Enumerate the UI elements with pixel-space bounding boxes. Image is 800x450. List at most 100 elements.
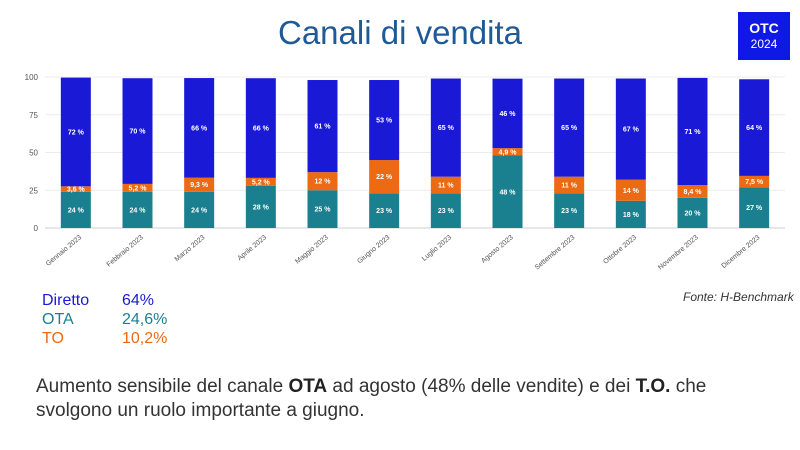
summary-row-diretto: Diretto 64% bbox=[42, 291, 167, 310]
bar-segment bbox=[184, 177, 215, 192]
bar-segment bbox=[739, 187, 770, 228]
badge-line2: 2024 bbox=[750, 37, 778, 51]
summary-value: 10,2% bbox=[122, 330, 168, 347]
bar-segment bbox=[492, 155, 523, 228]
x-tick-label: Settembre 2023 bbox=[534, 234, 577, 271]
data-label: 61 % bbox=[315, 124, 332, 131]
bar-segment bbox=[554, 176, 585, 194]
summary-row-ota: OTA 24,6% bbox=[42, 310, 167, 329]
bar-segment bbox=[369, 160, 400, 194]
data-label: 72 % bbox=[68, 129, 85, 136]
x-tick-label: Marzo 2023 bbox=[174, 234, 207, 263]
y-tick-label: 25 bbox=[29, 186, 38, 195]
data-label: 4,9 % bbox=[499, 149, 518, 156]
data-label: 65 % bbox=[561, 125, 578, 132]
bar-segment bbox=[307, 172, 338, 191]
bar-segment bbox=[60, 77, 91, 187]
bar-segment bbox=[122, 191, 153, 228]
x-tick-label: Ottobre 2023 bbox=[602, 234, 638, 266]
data-label: 23 % bbox=[561, 208, 578, 215]
data-label: 14 % bbox=[623, 188, 640, 195]
x-tick-label: Novembre 2023 bbox=[657, 234, 700, 271]
summary-value: 24,6% bbox=[122, 311, 168, 328]
data-label: 65 % bbox=[438, 125, 455, 132]
bar-segment bbox=[677, 77, 708, 186]
data-label: 71 % bbox=[685, 129, 702, 136]
channel-summary: Diretto 64% OTA 24,6% TO 10,2% bbox=[42, 291, 167, 348]
data-label: 67 % bbox=[623, 127, 640, 134]
x-tick-label: Luglio 2023 bbox=[421, 234, 453, 263]
data-label: 11 % bbox=[561, 182, 577, 189]
data-label: 48 % bbox=[500, 189, 517, 196]
summary-value: 64% bbox=[122, 292, 155, 309]
bar-segment bbox=[184, 78, 215, 178]
x-tick-label: Maggio 2023 bbox=[294, 234, 330, 265]
data-label: 24 % bbox=[68, 207, 85, 214]
y-tick-label: 100 bbox=[25, 73, 39, 82]
bar-segment bbox=[122, 183, 153, 192]
data-label: 27 % bbox=[746, 205, 763, 212]
bar-segment bbox=[677, 197, 708, 228]
bar-segment bbox=[430, 176, 461, 194]
chart-title: Canali di vendita bbox=[278, 14, 522, 51]
bar-segment bbox=[307, 190, 338, 228]
data-label: 3,6 % bbox=[67, 187, 86, 194]
data-label: 5,2 % bbox=[129, 185, 148, 192]
bar-segment bbox=[554, 78, 585, 177]
y-tick-label: 0 bbox=[34, 224, 39, 233]
note-bold-to: T.O. bbox=[635, 376, 671, 397]
stacked-bar-chart: 0 25 50 75 100 24 % 3,6 % 72 % Gennaio 2023 24 % 5… bbox=[25, 73, 785, 272]
data-label: 70 % bbox=[130, 129, 147, 136]
y-tick-label: 75 bbox=[29, 111, 38, 120]
data-label: 8,4 % bbox=[684, 189, 703, 196]
note-part2: ad agosto (48% delle vendite) e dei bbox=[327, 376, 636, 397]
data-label: 23 % bbox=[376, 208, 393, 215]
bar-segment bbox=[615, 78, 646, 180]
bar-segment bbox=[677, 185, 708, 198]
summary-row-to: TO 10,2% bbox=[42, 329, 167, 348]
x-tick-label: Aprile 2023 bbox=[236, 234, 268, 262]
bar-segment bbox=[245, 78, 276, 178]
data-label: 64 % bbox=[746, 125, 763, 132]
bar-segment bbox=[60, 186, 91, 192]
data-label: 7,5 % bbox=[745, 179, 764, 186]
data-label: 23 % bbox=[438, 208, 455, 215]
bar-segment bbox=[245, 177, 276, 186]
x-tick-label: Dicembre 2023 bbox=[721, 234, 762, 270]
data-label: 11 % bbox=[438, 182, 454, 189]
bar-segment bbox=[739, 79, 770, 176]
data-label: 20 % bbox=[685, 210, 702, 217]
x-tick-label: Agosto 2023 bbox=[480, 234, 515, 265]
note-part1: Aumento sensibile del canale bbox=[36, 376, 289, 397]
note-part3: che svolgono un ruolo importante a giugn… bbox=[36, 376, 707, 421]
x-tick-label: Febbraio 2023 bbox=[106, 234, 145, 268]
bar-segment bbox=[739, 175, 770, 188]
y-tick-label: 50 bbox=[29, 149, 38, 158]
bar-segment bbox=[554, 193, 585, 228]
otc-badge: OTC 2024 bbox=[738, 12, 790, 60]
badge-line1: OTC bbox=[749, 20, 779, 36]
bar-segment bbox=[492, 148, 523, 156]
data-label: 12 % bbox=[315, 179, 332, 186]
bar-segment bbox=[615, 179, 646, 201]
data-label: 53 % bbox=[376, 118, 393, 125]
bar-segment bbox=[184, 191, 215, 228]
data-label: 9,3 % bbox=[190, 182, 209, 189]
data-label: 22 % bbox=[376, 174, 393, 181]
bar-segment bbox=[492, 78, 523, 149]
data-label: 28 % bbox=[253, 204, 270, 211]
data-label: 25 % bbox=[315, 207, 332, 214]
bar-segment bbox=[430, 78, 461, 177]
bar-segment bbox=[369, 193, 400, 228]
x-tick-label: Giugno 2023 bbox=[356, 234, 391, 265]
data-label: 46 % bbox=[500, 111, 517, 118]
bar-segment bbox=[615, 200, 646, 228]
bar-segment bbox=[122, 78, 153, 184]
data-label: 18 % bbox=[623, 212, 640, 219]
data-label: 24 % bbox=[191, 207, 208, 214]
source-note: Fonte: H-Benchmark bbox=[683, 290, 794, 304]
data-label: 66 % bbox=[191, 125, 208, 132]
commentary-text: Aumento sensibile del canale OTA ad agos… bbox=[36, 375, 766, 423]
note-bold-ota: OTA bbox=[288, 376, 328, 397]
data-label: 5,2 % bbox=[252, 179, 271, 186]
